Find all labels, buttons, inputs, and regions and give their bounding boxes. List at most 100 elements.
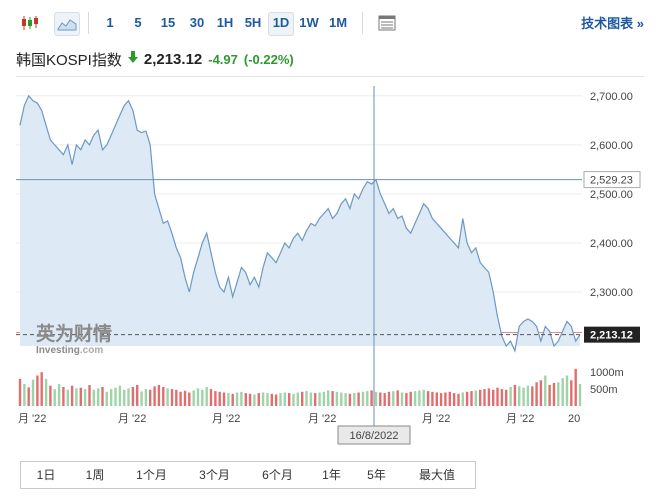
volume-bar — [465, 391, 469, 406]
period-5y-button[interactable]: 5年 — [354, 461, 400, 489]
volume-bar — [79, 387, 82, 406]
volume-bar — [387, 391, 391, 406]
timeframe-1h[interactable]: 1H — [216, 15, 234, 30]
volume-bar — [162, 387, 165, 406]
timeframe-1m[interactable]: 1M — [328, 15, 348, 30]
table-icon[interactable] — [375, 12, 399, 34]
volume-bar — [144, 389, 148, 406]
volume-bar — [127, 388, 130, 406]
volume-bar — [123, 389, 126, 406]
volume-bar — [70, 385, 74, 406]
x-tick-label: 月 '22 — [422, 413, 450, 425]
volume-bar — [309, 392, 313, 406]
volume-bar — [479, 389, 482, 406]
volume-bar — [49, 385, 52, 406]
index-price: 2,213.12 — [143, 50, 203, 68]
volume-bar — [188, 392, 191, 406]
volume-bar — [565, 375, 569, 406]
volume-bars — [18, 368, 582, 406]
volume-bar — [40, 372, 43, 406]
period-max-button[interactable]: 最大值 — [399, 461, 476, 489]
volume-bar — [36, 375, 39, 406]
volume-bar — [31, 379, 35, 406]
timeframe-1min[interactable]: 1 — [106, 15, 114, 30]
watermark-logo: 英为财情 Investing.com — [36, 322, 112, 356]
date-label-box — [337, 425, 411, 445]
volume-bar — [509, 387, 512, 406]
volume-bar — [274, 394, 278, 406]
volume-bar — [292, 393, 295, 406]
y-tick-label: 2,600.00 — [590, 140, 633, 152]
volume-bar — [457, 393, 460, 406]
volume-bar — [444, 392, 447, 406]
volume-bar — [283, 392, 286, 406]
x-tick-label: 20 — [568, 413, 580, 425]
volume-bar — [418, 390, 421, 406]
y-tick-label: 2,300.00 — [590, 287, 633, 299]
x-tick-label: 月 '22 — [212, 413, 240, 425]
volume-bar — [105, 391, 108, 406]
toolbar-divider — [362, 12, 363, 34]
chart-toolbar: 1 5 15 30 1H 5H 1D 1W 1M 技术图表 » — [0, 0, 660, 44]
x-axis: 月 '22 月 '22 月 '22 月 '22 月 '22 月 '22 20 — [18, 413, 580, 425]
x-tick-label: 月 '22 — [308, 413, 336, 425]
period-1y-button[interactable]: 1年 — [309, 461, 355, 489]
timeframe-5min[interactable]: 5 — [134, 15, 142, 30]
volume-bar — [301, 391, 304, 406]
period-3m-button[interactable]: 3个月 — [183, 461, 247, 489]
last-price-box — [584, 326, 640, 343]
volume-bar — [526, 385, 530, 406]
price-area-fill — [20, 95, 580, 351]
timeframe-15min[interactable]: 15 — [160, 15, 176, 30]
volume-bar — [44, 378, 48, 406]
volume-bar — [496, 387, 499, 406]
volume-bar — [266, 393, 269, 406]
timeframe-1w[interactable]: 1W — [299, 15, 319, 30]
volume-bar — [348, 393, 352, 406]
volume-bar — [62, 387, 65, 406]
volume-bar — [244, 393, 247, 406]
volume-bar — [400, 392, 404, 406]
volume-bar — [101, 387, 104, 406]
volume-bar — [53, 389, 56, 406]
crosshair-date-label: 16/8/2022 — [337, 425, 411, 445]
period-1m-button[interactable]: 1个月 — [120, 461, 184, 489]
volume-bar — [131, 387, 135, 406]
index-name: 韩国KOSPI指数 — [16, 51, 122, 69]
x-tick-label: 月 '22 — [506, 413, 534, 425]
volume-bar — [114, 387, 117, 406]
volume-bar — [561, 378, 564, 406]
volume-bar — [57, 384, 61, 406]
area-chart-icon[interactable] — [54, 12, 80, 36]
technical-chart-link[interactable]: 技术图表 » — [581, 16, 644, 31]
period-6m-button[interactable]: 6个月 — [246, 461, 310, 489]
volume-bar — [513, 385, 517, 406]
volume-bar — [426, 391, 430, 406]
watermark-main: 英为财情 — [36, 322, 112, 345]
volume-bar — [140, 391, 143, 406]
candlestick-icon[interactable] — [18, 12, 42, 34]
timeframe-5h[interactable]: 5H — [244, 15, 262, 30]
down-arrow-icon — [127, 50, 138, 68]
volume-bar — [214, 391, 217, 406]
volume-bar — [483, 389, 486, 406]
index-change-percent: (-0.22%) — [243, 51, 294, 67]
volume-bar — [227, 393, 230, 406]
volume-bar — [192, 390, 195, 406]
timeframe-1d[interactable]: 1D — [268, 12, 294, 36]
period-1d-button[interactable]: 1日 — [20, 461, 72, 489]
volume-bar — [413, 391, 417, 406]
y-tick-label: 2,400.00 — [590, 238, 633, 250]
last-price-label: 2,213.12 — [590, 330, 633, 342]
date-label-text: 16/8/2022 — [350, 430, 399, 442]
timeframe-30min[interactable]: 30 — [189, 15, 205, 30]
volume-bar — [218, 391, 221, 406]
volume-bar — [196, 388, 200, 406]
price-chart[interactable]: 英为财情 Investing.com 2,300.00 2,400.00 2,500… — [0, 80, 660, 450]
period-1w-button[interactable]: 1周 — [70, 461, 121, 489]
volume-bar — [97, 388, 100, 406]
volume-bar — [149, 389, 152, 406]
volume-tick-label: 500m — [590, 384, 618, 396]
volume-bar — [570, 380, 573, 406]
volume-bar — [205, 387, 208, 406]
